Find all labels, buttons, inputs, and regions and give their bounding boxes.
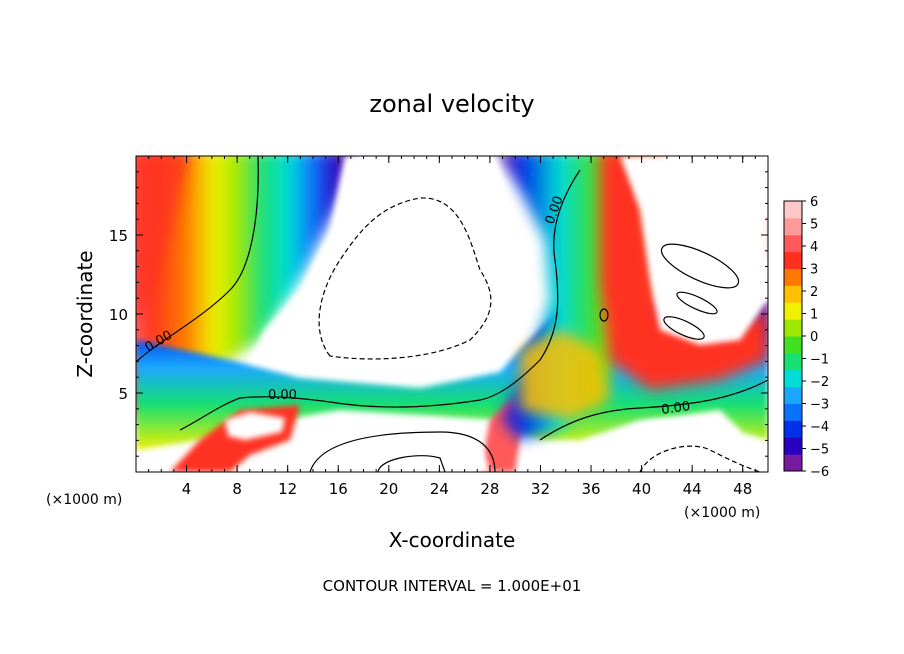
x-tick-label: 28 xyxy=(480,480,499,498)
contour-ellipse-4 xyxy=(599,308,609,322)
x-tick-label: 4 xyxy=(182,480,192,498)
contour-interval-note: CONTOUR INTERVAL = 1.000E+01 xyxy=(323,577,582,595)
x-tick-label: 16 xyxy=(329,480,348,498)
contour-zero-left xyxy=(136,156,259,363)
x-tick-label: 48 xyxy=(733,480,752,498)
y-tick-label: 10 xyxy=(109,306,128,324)
colorbar-swatch xyxy=(784,420,802,438)
colorbar-tick-label: −5 xyxy=(810,443,829,458)
y-axis-label: Z-coordinate xyxy=(73,250,97,377)
colorbar-swatch xyxy=(784,403,802,421)
colorbar-swatch xyxy=(784,386,802,404)
colorbar: 6 5 4 3 2 1 0 −1 −2 −3 −4 −5 −6 xyxy=(783,195,829,480)
x-tick-label: 36 xyxy=(581,480,600,498)
contour-label-4: 0.00 xyxy=(660,399,691,418)
colorbar-swatch xyxy=(784,437,802,455)
y-axis: 5 10 15 xyxy=(109,171,768,457)
x-axis-label: X-coordinate xyxy=(389,528,516,552)
x-unit-right: (×1000 m) xyxy=(684,505,760,521)
x-tick-label: 8 xyxy=(232,480,242,498)
x-tick-label: 40 xyxy=(632,480,651,498)
colorbar-tick-label: −4 xyxy=(810,420,829,435)
field-white-bottom xyxy=(300,420,490,472)
contour-pos-bottom xyxy=(309,431,496,472)
x-tick-label: 32 xyxy=(531,480,550,498)
field-warm-core xyxy=(520,330,610,420)
x-unit-left: (×1000 m) xyxy=(46,492,122,508)
colorbar-swatch xyxy=(784,285,802,303)
colorbar-swatch xyxy=(784,217,802,236)
colorbar-swatch xyxy=(784,251,802,269)
field-left-core xyxy=(136,156,189,321)
colorbar-swatch xyxy=(784,302,802,320)
contour-ellipse-3 xyxy=(663,316,705,340)
field-white-bottom-right xyxy=(600,410,740,472)
contour-label-2: 0.00 xyxy=(268,388,297,403)
colorbar-swatch xyxy=(784,352,802,371)
contour-ellipse-1 xyxy=(660,243,740,289)
colorbar-tick-label: −3 xyxy=(810,398,829,413)
colorbar-swatch xyxy=(784,201,802,219)
y-tick-label: 15 xyxy=(109,227,128,245)
contour-zero-band xyxy=(179,169,581,431)
contour-ellipse-2 xyxy=(676,291,718,315)
colorbar-tick-label: −1 xyxy=(810,353,829,368)
y-tick-label: 5 xyxy=(118,385,128,403)
chart-title: zonal velocity xyxy=(369,90,534,118)
colorbar-swatch xyxy=(784,268,802,286)
colorbar-tick-label: 4 xyxy=(810,240,818,255)
field-white-left-pocket xyxy=(225,412,285,440)
colorbar-swatch xyxy=(784,454,802,472)
colorbar-swatch xyxy=(784,336,802,354)
colorbar-tick-label: 1 xyxy=(810,308,818,323)
colorbar-tick-label: 3 xyxy=(810,263,818,278)
x-tick-label: 12 xyxy=(278,480,297,498)
colorbar-tick-label: 0 xyxy=(810,330,818,345)
x-axis: 4 8 12 16 20 24 28 32 36 40 44 48 xyxy=(148,156,756,498)
colorbar-swatch xyxy=(784,234,802,253)
contour-neg-center xyxy=(318,197,492,360)
plot-field xyxy=(136,156,768,472)
colorbar-tick-label: −6 xyxy=(810,465,829,480)
colorbar-tick-label: 2 xyxy=(810,285,818,300)
x-tick-label: 44 xyxy=(683,480,702,498)
x-tick-label: 20 xyxy=(379,480,398,498)
colorbar-swatch xyxy=(784,319,802,337)
colorbar-swatch xyxy=(784,369,802,388)
colorbar-tick-label: 5 xyxy=(810,218,818,233)
field-white-right xyxy=(620,156,768,345)
x-tick-label: 24 xyxy=(430,480,449,498)
contours xyxy=(136,156,768,472)
contour-zero-right xyxy=(539,379,768,441)
contour-pos-bottom-inner xyxy=(377,455,446,472)
colorbar-tick-label: 6 xyxy=(810,195,818,210)
colorbar-tick-label: −2 xyxy=(810,375,829,390)
